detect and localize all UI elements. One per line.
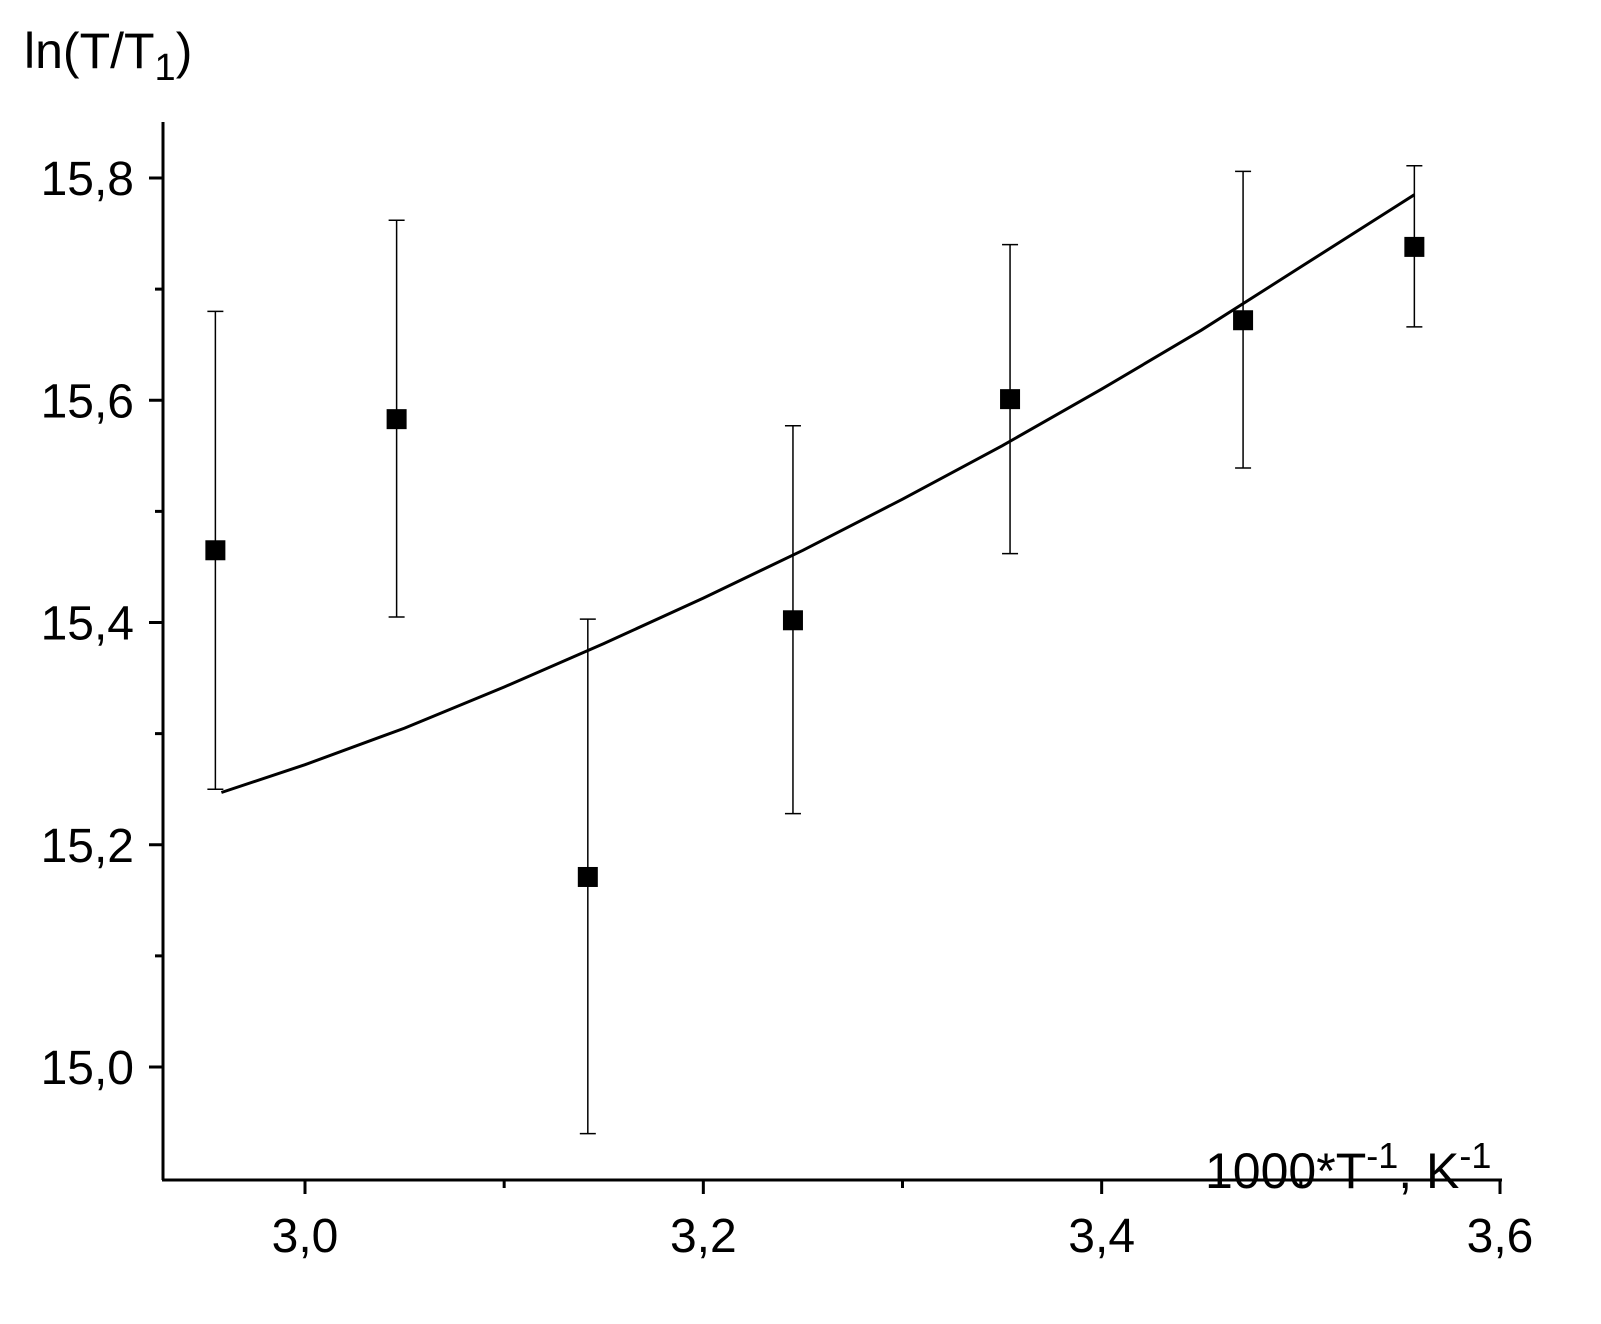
- x-axis-label: 1000*T-1, K-1: [1205, 1135, 1492, 1199]
- x-tick-label: 3,0: [272, 1210, 339, 1263]
- x-tick-label: 3,2: [670, 1210, 737, 1263]
- data-point: [577, 866, 598, 887]
- y-tick-label: 15,8: [41, 153, 134, 206]
- axis-ticks: 3,0 3,2 3,4 3,6 15,0 15,2 15,4 15,6 15,8: [41, 153, 1534, 1263]
- y-tick-label: 15,6: [41, 375, 134, 428]
- x-tick-label: 3,4: [1068, 1210, 1135, 1263]
- y-axis-label: ln(T/T1): [24, 23, 193, 89]
- data-point: [205, 540, 226, 561]
- data-point: [782, 610, 803, 631]
- x-tick-label: 3,6: [1467, 1210, 1534, 1263]
- data-point: [1233, 310, 1254, 331]
- data-point: [1404, 236, 1425, 257]
- data-point: [386, 409, 407, 430]
- fit-curve: [220, 193, 1416, 794]
- data-point: [1000, 389, 1021, 410]
- y-tick-label: 15,0: [41, 1042, 134, 1095]
- y-tick-label: 15,2: [41, 820, 134, 873]
- data-markers: [205, 236, 1425, 887]
- y-tick-label: 15,4: [41, 598, 134, 651]
